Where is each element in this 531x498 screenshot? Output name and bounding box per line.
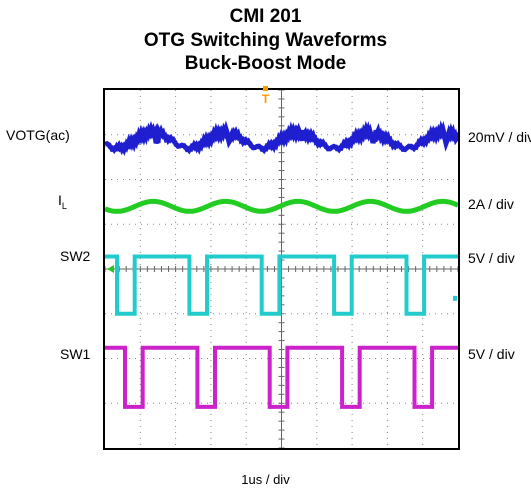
channel-scale-sw2: 5V / div — [468, 250, 515, 266]
series-votg-line — [104, 120, 461, 156]
channel-scale-sw1: 5V / div — [468, 346, 515, 362]
trigger-marker-icon: T — [262, 86, 270, 106]
channel-label-votg: VOTG(ac) — [6, 127, 70, 143]
channel-scale-votg: 20mV / div — [468, 129, 531, 145]
channel-label-sw1: SW1 — [60, 346, 91, 362]
channel-label-il: IL — [58, 192, 67, 214]
chart-title-line-2: OTG Switching Waveforms — [143, 30, 388, 51]
channel-label-il-sub: L — [61, 200, 67, 211]
channel-label-sw2: SW2 — [60, 248, 91, 264]
trigger-marker-text: T — [262, 92, 270, 106]
channel-label-il-main: I — [58, 192, 62, 208]
scope-plot-area — [103, 88, 461, 450]
scope-svg — [104, 89, 461, 449]
series-sw2-line — [105, 254, 458, 316]
series-sw1-line — [105, 345, 458, 409]
x-axis-label: 1us / div — [241, 472, 290, 487]
series-il-line — [104, 198, 459, 214]
channel-offset-marker-icon — [453, 295, 457, 301]
channel-scale-il: 2A / div — [468, 196, 514, 212]
chart-title-line-3: Buck-Boost Mode — [184, 53, 347, 74]
chart-title-line-1: CMI 201 — [229, 6, 302, 27]
channel-ground-marker-icon — [107, 265, 114, 273]
